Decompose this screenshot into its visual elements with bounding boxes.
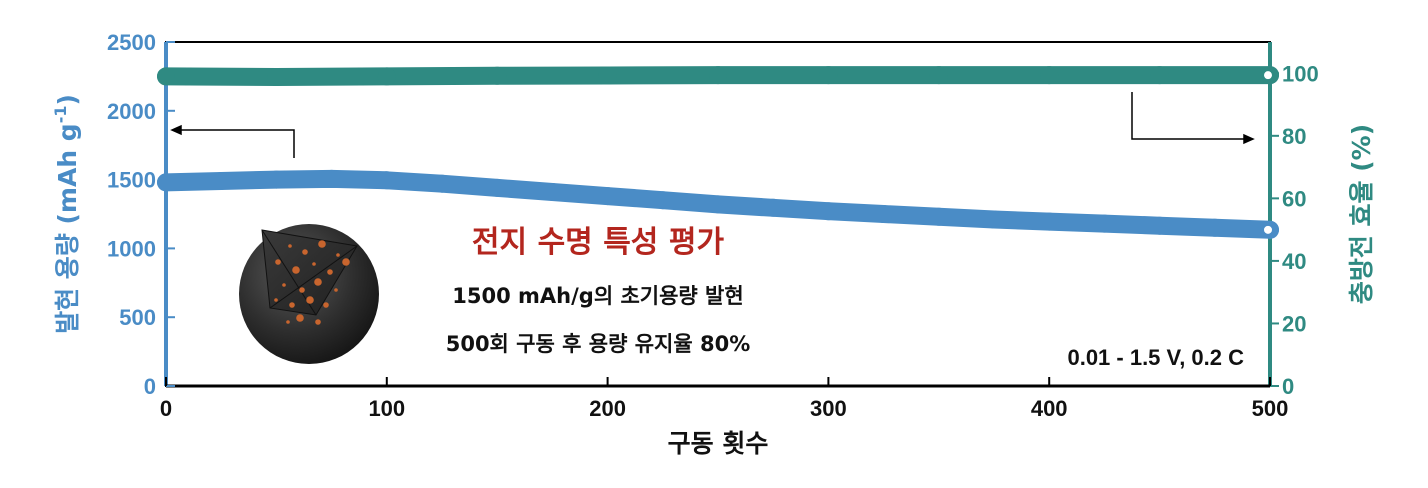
data-point xyxy=(377,67,396,86)
data-point xyxy=(543,182,562,201)
data-point xyxy=(929,207,948,226)
left-axis-ticks: 0 500 1000 1500 2000 2500 xyxy=(107,30,175,399)
data-point xyxy=(322,169,341,188)
data-point xyxy=(598,66,617,85)
x-tick-label: 500 xyxy=(1252,396,1289,421)
x-tick-label: 300 xyxy=(810,396,847,421)
x-tick-label: 200 xyxy=(589,396,626,421)
annotation-title: 전지 수명 특성 평가 xyxy=(472,225,725,260)
x-tick-label: 0 xyxy=(160,396,172,421)
y-left-tick-label: 2500 xyxy=(107,30,156,55)
right-axis-arrow xyxy=(1131,92,1255,145)
annotation-initial-capacity: 1500 mAh/g의 초기용량 발현 xyxy=(452,284,743,308)
data-point xyxy=(157,173,175,192)
data-point xyxy=(1040,212,1059,231)
y-left-axis-title-close: ) xyxy=(53,94,82,105)
data-point xyxy=(433,174,451,193)
data-point xyxy=(267,170,286,189)
data-point xyxy=(1205,218,1224,237)
efficiency-series xyxy=(157,66,1279,87)
y-left-tick-label: 0 xyxy=(144,374,156,399)
x-tick-label: 100 xyxy=(368,396,405,421)
data-point xyxy=(157,67,175,86)
y-left-axis-title-main: 발현 용량 (mAh g xyxy=(53,123,82,334)
y-right-tick-label: 60 xyxy=(1282,186,1306,211)
data-point xyxy=(709,195,727,214)
y-right-tick-label: 20 xyxy=(1282,311,1306,336)
data-point xyxy=(874,205,893,223)
y-left-tick-label: 1000 xyxy=(107,236,156,261)
y-left-tick-label: 2000 xyxy=(107,99,156,124)
data-point xyxy=(764,198,783,217)
data-point xyxy=(488,66,507,85)
data-point xyxy=(1040,66,1059,85)
data-point xyxy=(929,66,948,85)
data-point xyxy=(709,66,727,85)
series-group xyxy=(157,66,1279,239)
y-left-tick-label: 500 xyxy=(119,305,156,330)
y-right-tick-label: 80 xyxy=(1282,124,1306,149)
data-point xyxy=(212,171,231,190)
data-point xyxy=(819,66,838,85)
data-point xyxy=(985,210,1003,229)
y-right-tick-label: 0 xyxy=(1282,374,1294,399)
left-axis-arrow xyxy=(170,124,295,158)
x-axis-ticks: 0 100 200 300 400 500 xyxy=(160,377,1288,421)
data-point xyxy=(1095,214,1114,233)
x-axis-title: 구동 횟수 xyxy=(668,429,769,458)
end-marker xyxy=(1262,69,1274,82)
data-point xyxy=(377,171,396,190)
test-conditions: 0.01 - 1.5 V, 0.2 C xyxy=(1067,345,1244,370)
annotation-retention: 500회 구동 후 용량 유지율 80% xyxy=(446,332,751,356)
data-point xyxy=(267,68,286,87)
x-tick-label: 400 xyxy=(1031,396,1068,421)
y-right-tick-label: 40 xyxy=(1282,249,1306,274)
data-point xyxy=(819,202,838,221)
data-point xyxy=(653,191,672,210)
y-right-axis-title: 충방전 효율 (%) xyxy=(1347,124,1376,304)
y-left-axis-title: 발현 용량 (mAh g-1) xyxy=(51,94,82,334)
data-point xyxy=(1150,216,1169,235)
right-axis-ticks: 0 20 40 60 80 100 xyxy=(1270,61,1319,399)
data-point xyxy=(488,178,507,197)
particle-illustration xyxy=(239,224,379,364)
capacity-series xyxy=(157,169,1279,239)
data-point xyxy=(1150,66,1169,85)
data-point xyxy=(598,187,617,206)
y-right-tick-label: 100 xyxy=(1282,61,1319,86)
end-marker xyxy=(1262,223,1274,236)
y-left-axis-title-sup: -1 xyxy=(51,106,70,124)
y-left-tick-label: 1500 xyxy=(107,168,156,193)
